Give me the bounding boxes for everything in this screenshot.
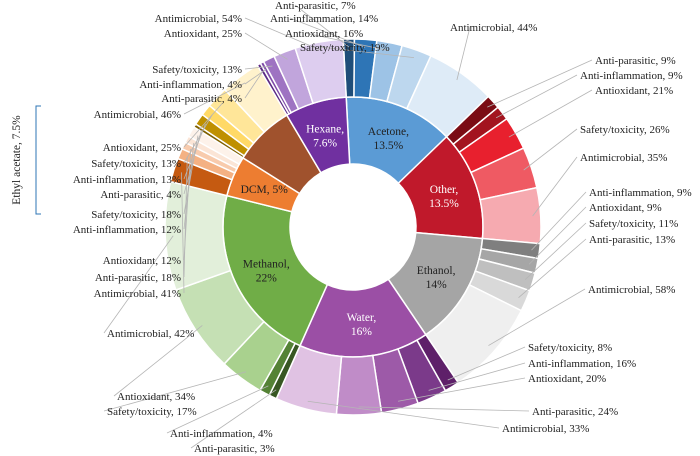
outer-label-hexane-safety-toxicity: Safety/toxicity, 13% <box>152 64 242 76</box>
outer-label-hexane-antimicrobial: Antimicrobial, 54% <box>155 13 242 25</box>
ethyl-acetate-bracket <box>35 105 41 215</box>
leader-line <box>183 148 192 261</box>
outer-label-ethyl-acetate-anti-parasitic: Anti-parasitic, 4% <box>100 189 181 201</box>
outer-label-ethyl-acetate-antimicrobial: Antimicrobial, 46% <box>94 109 181 121</box>
outer-label-ethanol-antioxidant: Antioxidant, 9% <box>589 202 662 214</box>
outer-segment-hexane-antimicrobial <box>294 38 347 105</box>
leader-line <box>397 377 526 402</box>
outer-label-dcm-antimicrobial: Antimicrobial, 41% <box>94 288 181 300</box>
inner-label-acetone: Acetone, 13.5% <box>368 126 409 152</box>
outer-label-ethyl-acetate-safety-toxicity: Safety/toxicity, 13% <box>91 158 181 170</box>
outer-label-dcm-safety-toxicity: Safety/toxicity, 18% <box>91 209 181 221</box>
outer-label-acetone-safety-toxicity: Safety/toxicity, 19% <box>300 42 390 54</box>
leader-line <box>103 371 247 412</box>
inner-label-methanol: Methanol, 22% <box>243 258 290 284</box>
outer-label-hexane-anti-inflammation: Anti-inflammation, 4% <box>139 79 242 91</box>
leader-line <box>103 235 174 334</box>
leader-line <box>289 17 366 48</box>
outer-label-water-antimicrobial: Antimicrobial, 33% <box>502 423 589 435</box>
outer-label-acetone-anti-parasitic: Anti-parasitic, 7% <box>275 0 356 12</box>
leader-line <box>244 65 273 70</box>
outer-label-methanol-antimicrobial: Antimicrobial, 42% <box>107 328 194 340</box>
leader-line <box>307 400 500 429</box>
leader-line <box>244 69 267 85</box>
leader-line <box>166 385 269 434</box>
outer-label-acetone-antioxidant: Antioxidant, 16% <box>285 28 363 40</box>
leader-line <box>183 82 246 115</box>
leader-lines <box>103 4 593 449</box>
outer-label-methanol-anti-inflammation: Anti-inflammation, 4% <box>170 428 273 440</box>
inner-label-ethanol: Ethanol, 14% <box>417 265 456 291</box>
ethyl-acetate-annotation: Ethyl acetate, 7.5% <box>11 105 41 215</box>
outer-label-dcm-anti-parasitic: Anti-parasitic, 18% <box>95 272 181 284</box>
leader-line <box>244 17 321 51</box>
outer-label-methanol-antioxidant: Antioxidant, 34% <box>117 391 195 403</box>
outer-label-ethanol-anti-inflammation: Anti-inflammation, 9% <box>589 187 692 199</box>
outer-label-ethanol-safety-toxicity: Safety/toxicity, 11% <box>589 218 678 230</box>
inner-label-other: Other, 13.5% <box>429 184 459 210</box>
leader-line <box>487 59 593 108</box>
leader-line <box>532 156 578 217</box>
outer-label-other-antimicrobial: Antimicrobial, 35% <box>580 152 667 164</box>
outer-label-acetone-anti-inflammation: Anti-inflammation, 14% <box>270 13 378 25</box>
leader-line <box>304 32 389 51</box>
leader-line <box>190 389 277 449</box>
inner-labels: Acetone, 13.5% Other, 13.5% Ethanol, 14% Water… <box>241 124 460 339</box>
outer-label-ethanol-anti-parasitic: Anti-parasitic, 13% <box>589 234 675 246</box>
leader-line <box>524 222 587 281</box>
leader-line <box>447 346 526 381</box>
leader-line <box>518 238 587 299</box>
outer-label-ethanol-antimicrobial: Antimicrobial, 58% <box>588 284 675 296</box>
leader-line <box>358 406 530 412</box>
outer-label-water-anti-parasitic: Anti-parasitic, 24% <box>532 406 618 418</box>
outer-label-hexane-antioxidant: Antioxidant, 25% <box>164 28 242 40</box>
inner-label-dcm: DCM, 5% <box>241 184 289 196</box>
leader-line <box>523 128 578 171</box>
outer-label-water-anti-inflammation: Anti-inflammation, 16% <box>528 358 636 370</box>
outer-label-ethyl-acetate-anti-inflammation: Anti-inflammation, 13% <box>73 174 181 186</box>
leader-line <box>456 26 471 81</box>
leader-line <box>531 191 587 251</box>
leader-line <box>113 325 203 397</box>
leader-line <box>181 172 185 294</box>
ethyl-acetate-label: Ethyl acetate, 7.5% <box>11 115 23 205</box>
leader-line <box>495 74 578 119</box>
outer-label-other-anti-parasitic: Anti-parasitic, 9% <box>595 55 676 67</box>
outer-label-dcm-anti-inflammation: Anti-inflammation, 12% <box>73 224 181 236</box>
outer-label-other-antioxidant: Antioxidant, 21% <box>595 85 673 97</box>
outer-label-dcm-antioxidant: Antioxidant, 12% <box>103 255 181 267</box>
outer-label-ethyl-acetate-antioxidant: Antioxidant, 25% <box>103 142 181 154</box>
leader-line <box>183 102 223 148</box>
leader-line <box>428 362 526 391</box>
leader-line <box>319 46 415 59</box>
outer-label-hexane-anti-parasitic: Anti-parasitic, 4% <box>161 93 242 105</box>
leader-line <box>183 114 213 164</box>
leader-line <box>244 32 288 60</box>
leader-line <box>528 206 587 265</box>
outer-label-other-anti-inflammation: Anti-inflammation, 9% <box>580 70 683 82</box>
outer-label-methanol-anti-parasitic: Anti-parasitic, 3% <box>194 443 275 455</box>
outer-label-water-antioxidant: Antioxidant, 20% <box>528 373 606 385</box>
outer-labels: Anti-parasitic, 7%Anti-inflammation, 14%… <box>73 0 692 455</box>
outer-label-methanol-safety-toxicity: Safety/toxicity, 17% <box>107 406 197 418</box>
inner-label-hexane: Hexane, 7.6% <box>306 124 344 150</box>
leader-line <box>244 70 264 99</box>
outer-label-acetone-antimicrobial: Antimicrobial, 44% <box>450 22 537 34</box>
outer-label-other-safety-toxicity: Safety/toxicity, 26% <box>580 124 670 136</box>
leader-line <box>488 288 586 346</box>
outer-label-water-safety-toxicity: Safety/toxicity, 8% <box>528 342 612 354</box>
inner-label-water: Water, 16% <box>347 312 377 338</box>
leader-line <box>508 89 593 138</box>
